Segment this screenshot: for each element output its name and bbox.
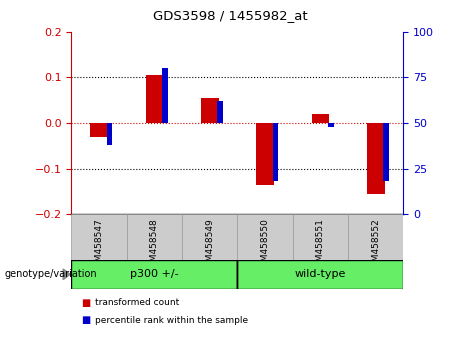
Text: GSM458552: GSM458552: [371, 218, 380, 273]
Bar: [201, 98, 219, 123]
Text: transformed count: transformed count: [95, 298, 179, 307]
Text: GSM458547: GSM458547: [95, 218, 104, 273]
Bar: [162, 68, 168, 123]
Text: ■: ■: [81, 298, 90, 308]
Text: p300 +/-: p300 +/-: [130, 269, 179, 279]
Text: GSM458550: GSM458550: [260, 218, 270, 273]
Bar: [293, 214, 348, 260]
Text: wild-type: wild-type: [295, 269, 346, 279]
Bar: [328, 123, 334, 127]
Bar: [384, 123, 389, 181]
Bar: [90, 123, 108, 137]
Bar: [273, 123, 278, 181]
Bar: [127, 214, 182, 260]
Bar: [71, 214, 127, 260]
Bar: [348, 214, 403, 260]
Text: ■: ■: [81, 315, 90, 325]
Text: percentile rank within the sample: percentile rank within the sample: [95, 316, 248, 325]
Text: GSM458551: GSM458551: [316, 218, 325, 273]
Text: GSM458548: GSM458548: [150, 218, 159, 273]
Text: GDS3598 / 1455982_at: GDS3598 / 1455982_at: [153, 9, 308, 22]
Text: genotype/variation: genotype/variation: [5, 269, 97, 279]
Bar: [256, 123, 274, 184]
Bar: [71, 260, 237, 289]
Bar: [312, 114, 329, 123]
Bar: [367, 123, 384, 194]
Bar: [107, 123, 112, 145]
Bar: [182, 214, 237, 260]
Bar: [237, 260, 403, 289]
Polygon shape: [63, 269, 70, 280]
Bar: [237, 214, 293, 260]
Bar: [146, 75, 163, 123]
Bar: [218, 101, 223, 123]
Text: GSM458549: GSM458549: [205, 218, 214, 273]
